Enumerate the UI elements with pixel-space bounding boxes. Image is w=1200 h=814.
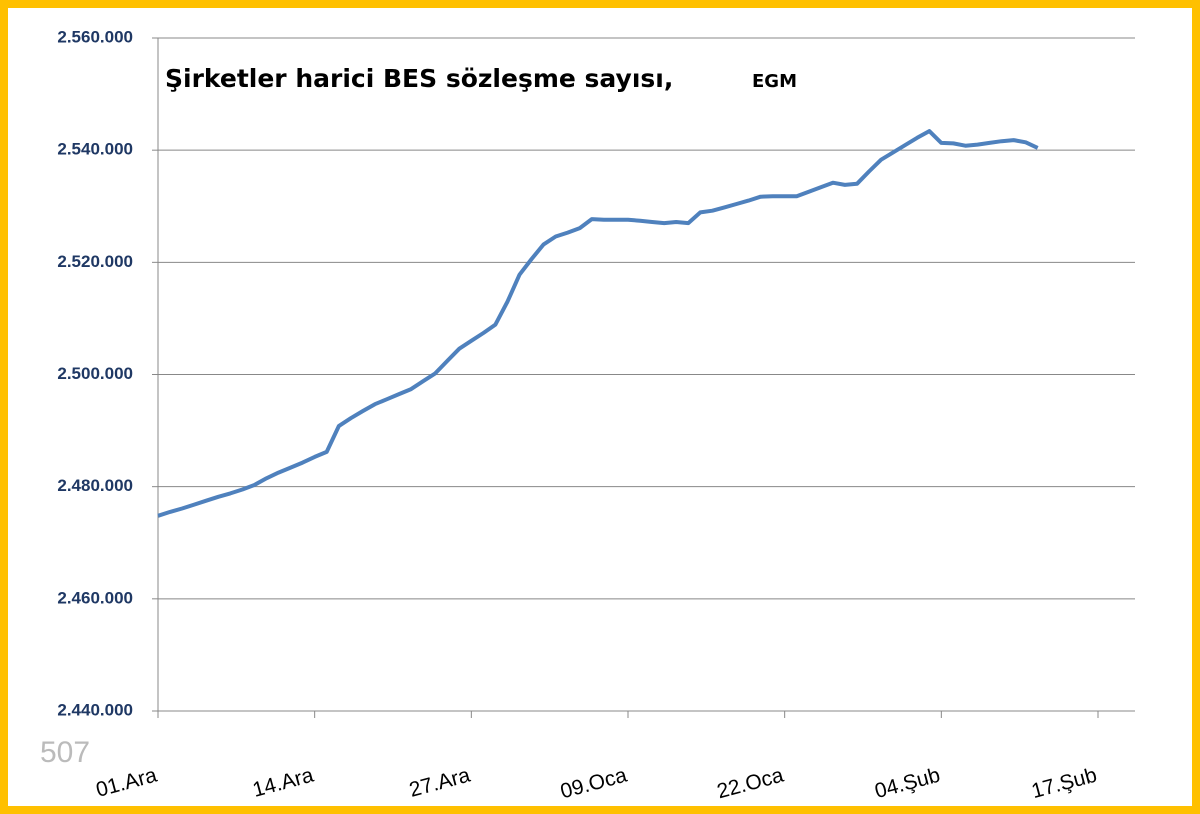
x-tick-label: 09.Oca [558, 764, 630, 804]
x-tick-label: 22.Oca [715, 764, 787, 804]
x-tick-label: 27.Ara [407, 764, 473, 802]
chart-source: EGM [752, 71, 797, 92]
chart-title: Şirketler harici BES sözleşme sayısı, [165, 64, 673, 93]
y-tick-label: 2.440.000 [57, 700, 133, 719]
data-line [157, 129, 1039, 518]
y-tick-label: 2.500.000 [57, 364, 133, 383]
watermark: 507 [40, 736, 90, 769]
x-tick-label: 04.Şub [872, 764, 942, 803]
y-tick-label: 2.480.000 [57, 476, 133, 495]
y-tick-label: 2.520.000 [57, 252, 133, 271]
y-tick-label: 2.460.000 [57, 588, 133, 607]
y-tick-label: 2.540.000 [57, 140, 133, 159]
x-tick-label: 17.Şub [1029, 764, 1099, 803]
y-tick-label: 2.560.000 [57, 27, 133, 46]
x-tick-label: 14.Ara [250, 764, 316, 802]
x-tick-label: 01.Ara [94, 764, 160, 802]
